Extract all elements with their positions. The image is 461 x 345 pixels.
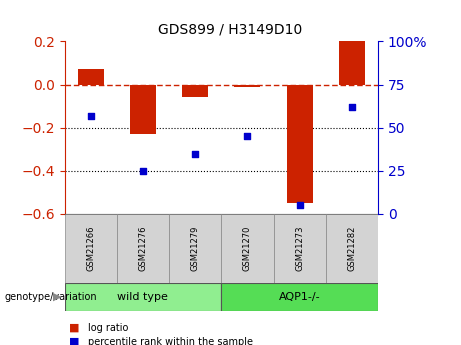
Text: log ratio: log ratio: [88, 323, 128, 333]
Text: ■: ■: [69, 323, 80, 333]
Bar: [77, 69, 104, 85]
Text: ▶: ▶: [53, 292, 61, 302]
Bar: [65, 214, 117, 283]
Bar: [117, 214, 169, 283]
Text: genotype/variation: genotype/variation: [5, 292, 97, 302]
Bar: [326, 214, 378, 283]
Point: [296, 203, 303, 208]
Text: GSM21266: GSM21266: [86, 226, 95, 271]
Text: ■: ■: [69, 337, 80, 345]
Point: [244, 134, 251, 139]
Text: GSM21282: GSM21282: [348, 226, 356, 271]
Text: GDS899 / H3149D10: GDS899 / H3149D10: [159, 22, 302, 37]
Bar: [182, 85, 208, 97]
Point: [191, 151, 199, 156]
Text: GSM21276: GSM21276: [138, 226, 148, 271]
Bar: [339, 41, 365, 85]
Bar: [130, 85, 156, 134]
Text: wild type: wild type: [118, 292, 168, 302]
Text: GSM21273: GSM21273: [295, 226, 304, 271]
Bar: [221, 214, 273, 283]
Point: [87, 113, 95, 118]
Bar: [221, 283, 378, 310]
Bar: [65, 283, 221, 310]
Bar: [169, 214, 221, 283]
Bar: [234, 85, 260, 87]
Bar: [273, 214, 326, 283]
Point: [348, 104, 355, 110]
Text: percentile rank within the sample: percentile rank within the sample: [88, 337, 253, 345]
Point: [139, 168, 147, 174]
Text: GSM21279: GSM21279: [191, 226, 200, 271]
Text: GSM21270: GSM21270: [243, 226, 252, 271]
Text: AQP1-/-: AQP1-/-: [279, 292, 320, 302]
Bar: [287, 85, 313, 203]
